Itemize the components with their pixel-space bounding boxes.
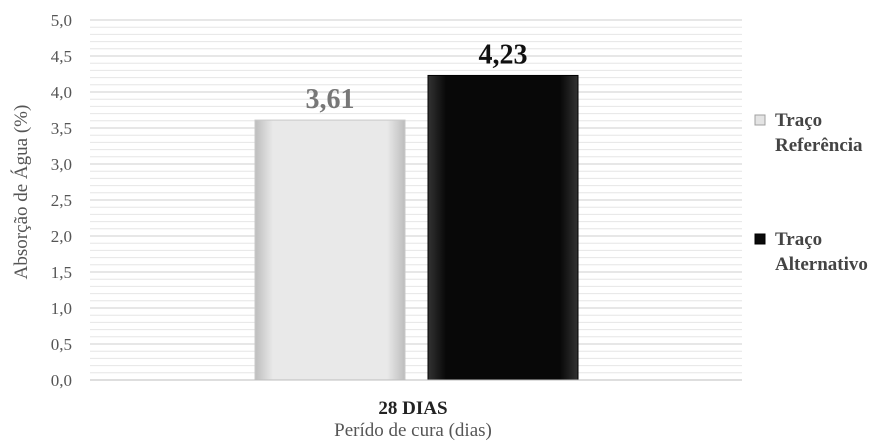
y-tick-label: 0,0 bbox=[51, 371, 72, 390]
x-axis-title: Perído de cura (dias) bbox=[334, 420, 492, 441]
bars bbox=[254, 74, 579, 381]
bar-traco-alternativo bbox=[427, 74, 579, 381]
legend-label: Traço bbox=[775, 110, 822, 131]
legend-swatch bbox=[754, 233, 766, 245]
legend-swatch bbox=[754, 114, 766, 126]
y-tick-label: 3,5 bbox=[51, 119, 72, 138]
y-tick-label: 4,0 bbox=[51, 83, 72, 102]
data-label: 4,23 bbox=[479, 39, 528, 70]
legend-label: Alternativo bbox=[775, 254, 868, 275]
data-label: 3,61 bbox=[306, 84, 355, 115]
y-axis-ticks: 0,0 0,5 1,0 1,5 2,0 2,5 3,0 3,5 4,0 4,5 5,0 bbox=[51, 11, 72, 390]
y-tick-label: 4,5 bbox=[51, 47, 72, 66]
legend: Traço Referência Traço Alternativo bbox=[754, 110, 868, 275]
y-tick-label: 1,0 bbox=[51, 299, 72, 318]
bar-traco-referencia bbox=[254, 119, 406, 381]
x-category-label: 28 DIAS bbox=[378, 398, 447, 419]
legend-item-traco-alternativo: Traço Alternativo bbox=[754, 229, 868, 275]
y-tick-label: 5,0 bbox=[51, 11, 72, 30]
legend-item-traco-referencia: Traço Referência bbox=[754, 110, 863, 156]
x-axis: 28 DIAS bbox=[90, 379, 742, 419]
legend-label: Traço bbox=[775, 229, 822, 250]
y-tick-label: 0,5 bbox=[51, 335, 72, 354]
y-axis-title: Absorção de Água (%) bbox=[10, 105, 32, 280]
y-tick-label: 1,5 bbox=[51, 263, 72, 282]
data-labels: 3,61 4,23 bbox=[306, 39, 528, 115]
gridlines bbox=[90, 19, 742, 381]
y-tick-label: 2,5 bbox=[51, 191, 72, 210]
y-tick-label: 2,0 bbox=[51, 227, 72, 246]
y-tick-label: 3,0 bbox=[51, 155, 72, 174]
legend-label: Referência bbox=[775, 135, 863, 156]
